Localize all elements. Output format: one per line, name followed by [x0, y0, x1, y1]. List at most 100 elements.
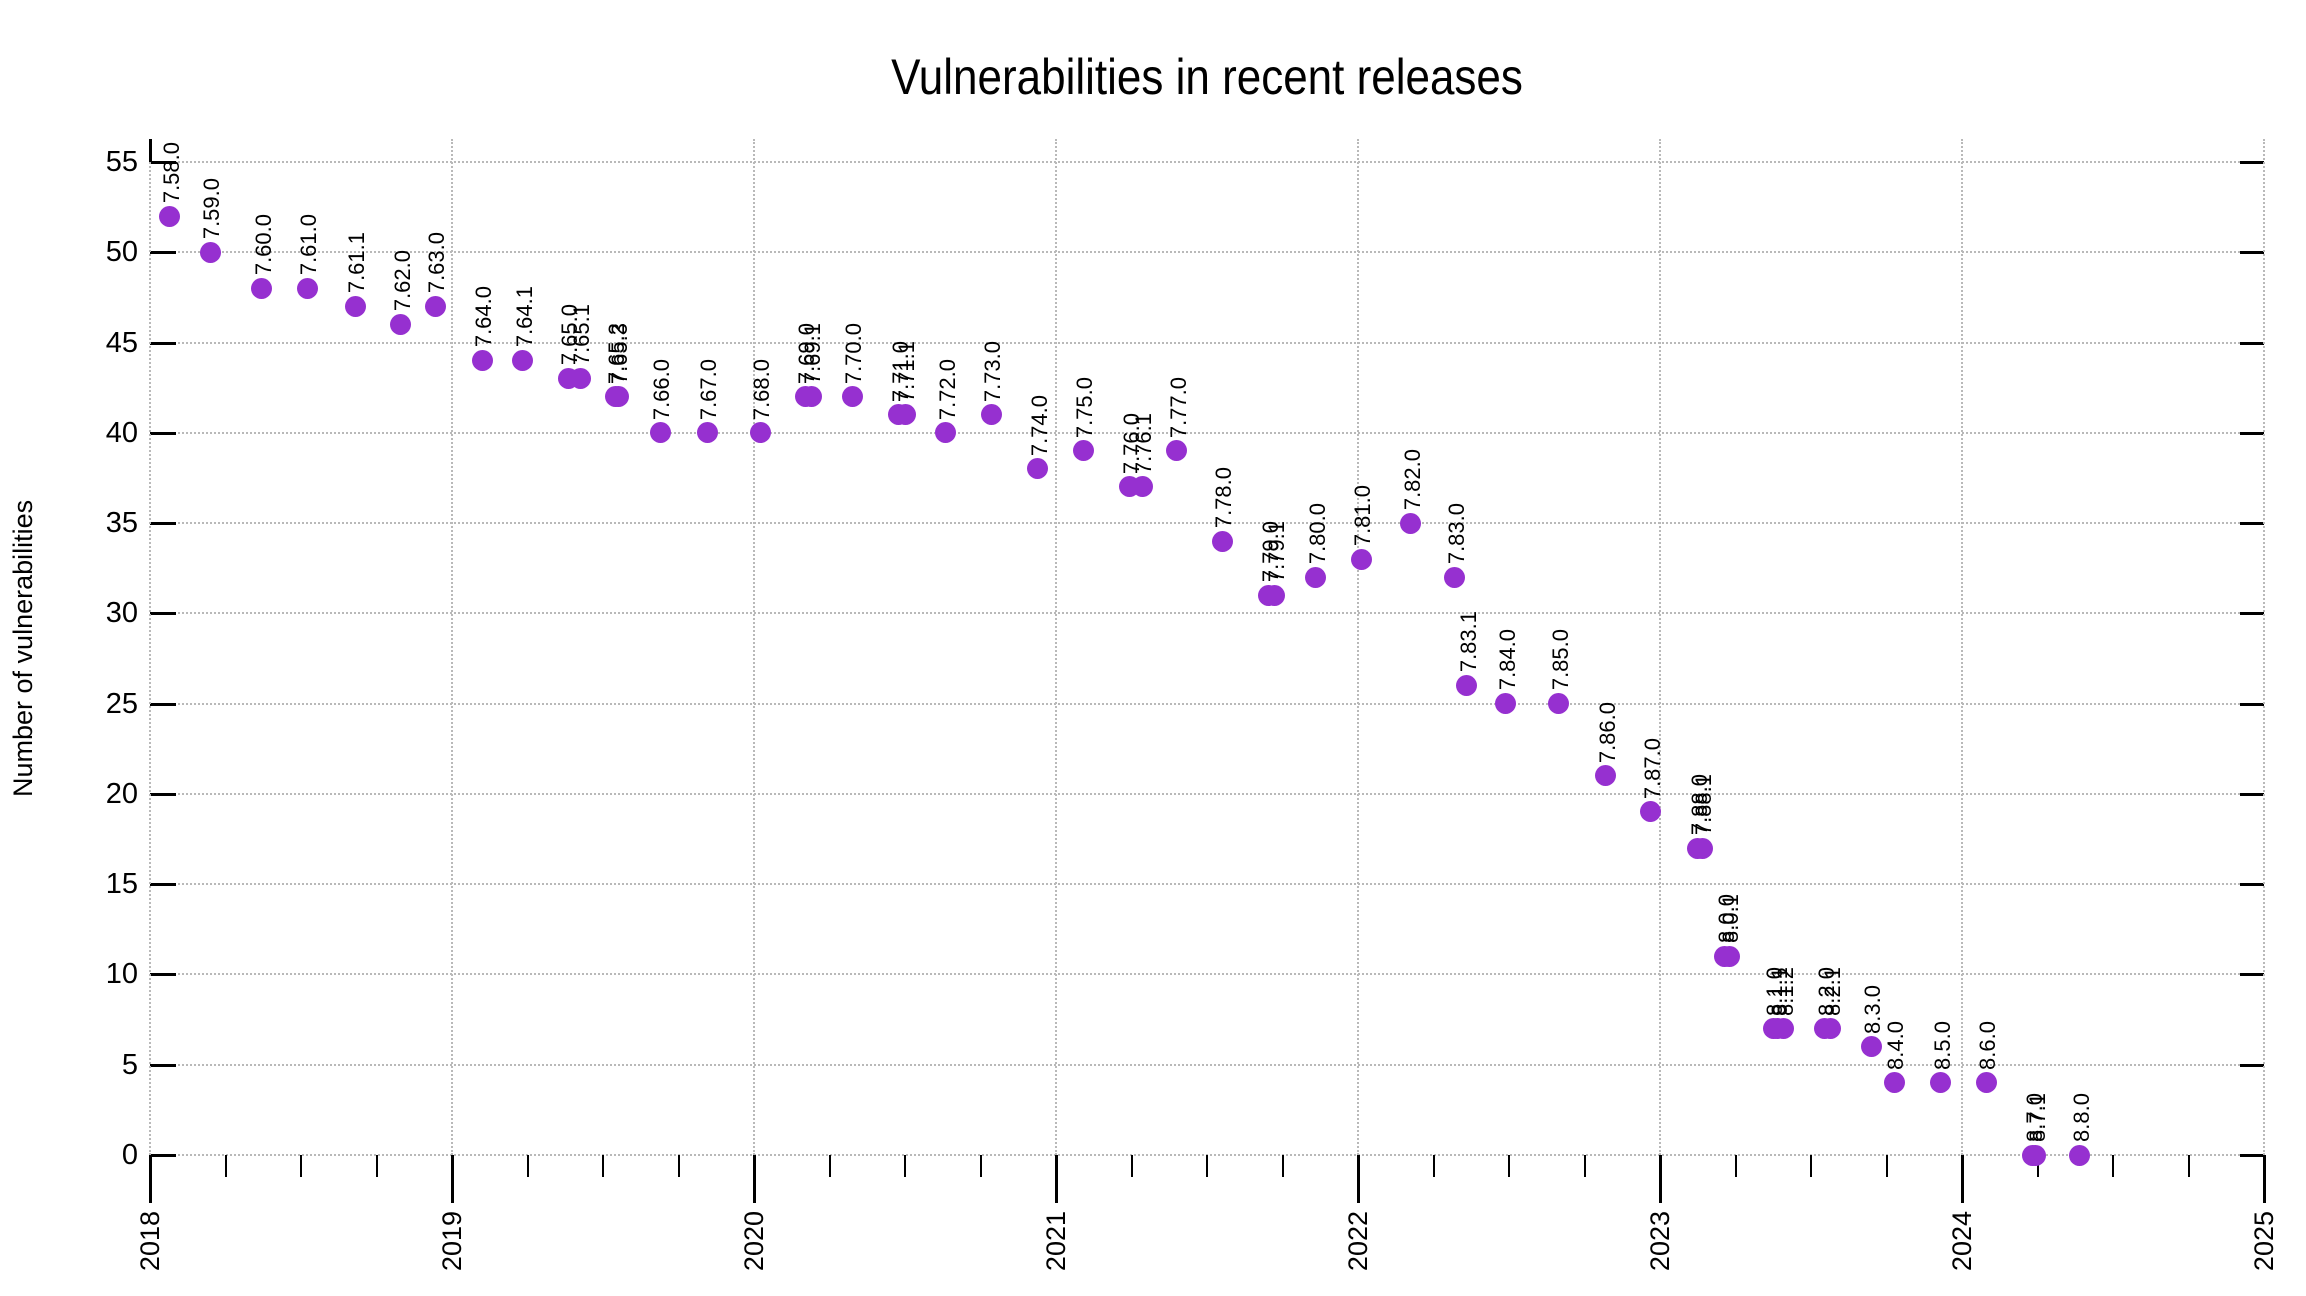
- x-tick-minor: [979, 1155, 982, 1177]
- x-tick-label: 2019: [437, 1211, 467, 1272]
- data-point-dot: [649, 422, 671, 444]
- data-point-label: 7.84.0: [1494, 629, 1520, 691]
- x-tick-label: 2025: [2249, 1211, 2279, 1272]
- gridline-vertical: [1659, 139, 1661, 1155]
- data-point-dot: [1883, 1072, 1905, 1094]
- data-point-label: 7.78.0: [1211, 466, 1237, 529]
- data-point-label: 8.4.0: [1883, 1020, 1909, 1070]
- gridline-horizontal: [150, 161, 2264, 163]
- data-point-dot: [980, 404, 1002, 426]
- x-tick-minor: [677, 1155, 680, 1177]
- data-point-label: 7.69.1: [800, 322, 826, 384]
- x-tick-label: 2023: [1645, 1211, 1675, 1272]
- y-tick-left: [150, 522, 176, 526]
- data-point-dot: [935, 422, 957, 444]
- y-tick-right: [2240, 251, 2264, 255]
- y-tick-label: 25: [105, 687, 138, 720]
- data-point-dot: [424, 295, 446, 317]
- data-point-dot: [1131, 476, 1153, 498]
- data-point-label: 7.61.1: [344, 232, 370, 294]
- x-tick-major: [149, 1155, 152, 1203]
- gridline-vertical: [1055, 139, 1057, 1155]
- x-tick-minor: [1281, 1155, 1284, 1177]
- data-point-label: 7.60.0: [250, 214, 276, 276]
- data-point-label: 7.72.0: [934, 358, 960, 420]
- data-point-dot: [251, 277, 273, 299]
- x-tick-minor: [1734, 1155, 1737, 1177]
- data-point-label: 7.58.0: [158, 142, 184, 204]
- y-tick-label: 15: [105, 868, 138, 901]
- data-point-label: 7.77.0: [1165, 376, 1191, 438]
- y-tick-right: [2240, 612, 2264, 616]
- y-tick-right: [2240, 522, 2264, 526]
- data-point-label: 8.1.2: [1772, 966, 1798, 1016]
- gridline-horizontal: [150, 341, 2264, 344]
- y-tick-left: [150, 1154, 176, 1157]
- x-tick-minor: [2112, 1155, 2114, 1177]
- data-point-label: 7.65.3: [607, 322, 633, 384]
- data-point-dot: [1640, 801, 1662, 823]
- data-point-label: 7.64.0: [471, 286, 497, 348]
- data-point-label: 7.81.0: [1350, 485, 1376, 547]
- data-point-dot: [749, 422, 771, 444]
- data-point-dot: [296, 277, 318, 299]
- x-tick-major: [753, 1155, 756, 1203]
- data-point-dot: [1456, 675, 1478, 697]
- data-point-dot: [841, 386, 863, 408]
- y-tick-right: [2240, 341, 2264, 345]
- y-tick-left: [150, 883, 176, 887]
- gridline-horizontal: [150, 702, 2264, 705]
- data-point-dot: [1595, 765, 1617, 787]
- data-point-label: 7.76.1: [1131, 412, 1157, 474]
- gridline-vertical: [1961, 139, 1963, 1155]
- data-point-dot: [1548, 693, 1570, 715]
- gridline-horizontal: [150, 522, 2264, 525]
- gridline-horizontal: [150, 1063, 2264, 1066]
- x-tick-minor: [904, 1155, 906, 1177]
- data-point-label: 7.85.0: [1547, 629, 1573, 691]
- x-tick-minor: [2036, 1155, 2039, 1177]
- x-tick-label: 2018: [135, 1211, 165, 1272]
- y-tick-label: 5: [121, 1048, 138, 1081]
- y-tick-label: 50: [105, 236, 138, 269]
- x-tick-minor: [1885, 1155, 1888, 1177]
- data-point-dot: [1444, 566, 1466, 588]
- data-point-dot: [1860, 1036, 1882, 1058]
- y-tick-label: 30: [105, 597, 138, 630]
- data-point-label: 7.67.0: [696, 358, 722, 420]
- x-tick-major: [1659, 1155, 1662, 1203]
- data-point-label: 8.5.0: [1929, 1020, 1955, 1070]
- x-tick-minor: [2187, 1155, 2190, 1177]
- data-point-dot: [800, 386, 822, 408]
- x-tick-label: 2021: [1041, 1211, 1071, 1272]
- x-tick-minor: [300, 1155, 302, 1177]
- data-point-label: 7.62.0: [389, 250, 415, 312]
- data-point-label: 7.83.1: [1455, 611, 1481, 673]
- data-point-label: 7.68.0: [749, 358, 775, 420]
- data-point-dot: [1400, 512, 1422, 534]
- data-point-dot: [1718, 945, 1740, 967]
- y-tick-label: 10: [105, 958, 138, 991]
- y-tick-left: [150, 161, 176, 164]
- data-point-label: 7.88.1: [1691, 773, 1717, 836]
- gridline-vertical: [451, 139, 453, 1155]
- x-tick-major: [1357, 1155, 1360, 1203]
- y-tick-left: [150, 973, 176, 977]
- x-tick-minor: [602, 1155, 604, 1177]
- data-point-label: 8.8.0: [2068, 1093, 2094, 1142]
- x-tick-major: [1961, 1155, 1964, 1203]
- data-point-dot: [512, 350, 534, 372]
- y-tick-right: [2240, 792, 2264, 796]
- data-point-dot: [1264, 584, 1286, 606]
- y-tick-left: [150, 792, 176, 796]
- y-tick-left: [150, 612, 176, 616]
- data-point-label: 7.63.0: [424, 232, 450, 294]
- data-point-dot: [1350, 548, 1372, 570]
- y-tick-right: [2240, 973, 2264, 977]
- x-tick-minor: [828, 1155, 831, 1177]
- gridline-horizontal: [150, 251, 2264, 254]
- x-tick-label: 2024: [1947, 1211, 1977, 1272]
- data-point-dot: [1495, 693, 1517, 715]
- x-tick-minor: [1508, 1155, 1510, 1177]
- data-point-label: 8.6.0: [1975, 1020, 2001, 1070]
